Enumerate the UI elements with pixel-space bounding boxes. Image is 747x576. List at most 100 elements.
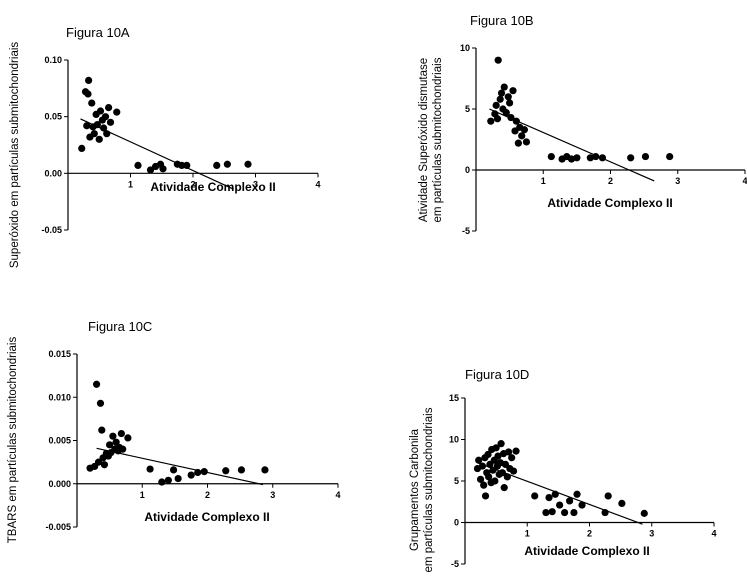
figure-10a-data-point — [213, 161, 221, 169]
figure-10a-data-point — [100, 124, 108, 132]
figure-10b-data-point — [492, 101, 500, 109]
figure-10a-data-point — [159, 165, 167, 173]
figure-10b-title: Figura 10B — [470, 13, 534, 28]
figure-10d-data-point — [604, 492, 612, 500]
figure-10d-y-tick-label: -5 — [451, 559, 459, 569]
figure-10d-data-point — [531, 492, 539, 500]
figure-10c-data-point — [98, 426, 106, 434]
figure-10c-data-point — [100, 461, 109, 469]
figure-10a-data-point — [223, 160, 231, 168]
figure-10d-data-point — [548, 508, 556, 516]
figure-10a-panel: Figura 10A 0.10 0.05 0.00 -0.05 1 2 3 4 Atividade… — [9, 25, 321, 268]
figure-10c-x-tick-label: 1 — [140, 490, 145, 500]
figure-10d-title: Figura 10D — [465, 367, 529, 382]
figure-10b-data-point — [598, 154, 607, 162]
figure-10d-x-axis-title: Atividade Complexo II — [524, 544, 649, 558]
figure-10a-y-tick-label: 0.10 — [44, 55, 62, 65]
figure-10c-data-point — [119, 445, 127, 453]
figure-10b-data-point — [518, 132, 526, 140]
figure-10d-data-point — [573, 490, 581, 498]
figure-10d-data-point — [512, 447, 520, 455]
figure-10c-y-tick-label: 0.010 — [48, 392, 71, 402]
figure-10d-data-point — [556, 501, 564, 509]
figure-10b-y-tick-label: -5 — [462, 226, 470, 236]
figure-10a-y-tick-label: 0.05 — [44, 112, 62, 122]
figure-10a-data-point — [105, 104, 113, 112]
figure-10d-data-point — [640, 509, 648, 517]
figure-10b-data-point — [547, 152, 555, 161]
figure-10d-data-point — [565, 497, 574, 505]
figure-10c-data-point — [112, 438, 120, 446]
figure-10d-x-tick-label: 2 — [587, 529, 592, 539]
figure-10c-data-point — [187, 471, 195, 479]
figure-10c-data-point — [146, 465, 154, 473]
figure-10c-x-tick-label: 4 — [335, 490, 340, 500]
figure-10b-y-tick-label: 0 — [465, 165, 470, 175]
figure-10c-y-tick-label: 0.005 — [48, 436, 71, 446]
figure-10b-data-point — [522, 138, 531, 146]
figure-10c-data-point — [222, 467, 230, 475]
figure-10a-x-tick-label: 4 — [315, 179, 320, 189]
figure-10d-data-point — [481, 492, 490, 500]
figure-10c-data-point — [94, 458, 103, 466]
figure-10d-panel: Figura 10D 15 10 5 0 -5 1 2 3 4 Atividade Complexo… — [409, 367, 717, 572]
figure-10c-data-point — [194, 468, 202, 477]
figure-10a-data-point — [85, 76, 93, 84]
figure-10c-data-point — [200, 468, 208, 476]
figure-10a-data-point — [78, 144, 86, 152]
figure-10c-data-point — [237, 466, 246, 474]
figure-10d-y-tick-label: 10 — [449, 435, 459, 445]
figure-10d-data-point — [509, 467, 518, 475]
figure-10a-data-point — [95, 135, 103, 143]
figure-10b-data-point — [641, 152, 650, 161]
figure-10a-y-tick-label: 0.00 — [44, 168, 62, 178]
figure-10d-y-axis-title: em partículas submitochondriais — [423, 407, 435, 572]
figure-10d-data-point — [475, 456, 483, 464]
figure-10b-data-point — [500, 83, 508, 91]
figure-10a-data-point — [93, 121, 101, 129]
figure-10c-data-point — [92, 380, 101, 388]
figure-10b-data-point — [512, 117, 520, 125]
figure-10a-x-tick-label: 3 — [253, 179, 258, 189]
figure-10c-data-point — [117, 429, 125, 438]
figure-10d-data-point — [478, 462, 487, 470]
figure-10d-data-point — [504, 448, 513, 456]
figure-10d-x-tick-label: 4 — [711, 529, 716, 539]
figure-10a-data-point — [183, 161, 191, 169]
figure-10d-data-point — [618, 499, 626, 508]
figure-10d-data-point — [542, 508, 550, 517]
figure-10a-data-point — [83, 122, 91, 130]
figure-10b-y-axis-title: Atividade Superóxido dismutase — [418, 58, 430, 222]
figure-10a-data-point — [101, 113, 110, 121]
figure-10c-x-tick-label: 2 — [205, 490, 210, 500]
figure-10a-data-point — [134, 161, 142, 169]
figure-10d-y-tick-label: 0 — [454, 518, 459, 528]
figure-10b-data-point — [493, 115, 502, 123]
figure-10d-data-point — [578, 501, 586, 509]
figure-10d-data-point — [492, 444, 500, 452]
figure-10c-x-tick-label: 3 — [270, 490, 275, 500]
figure-10b-y-tick-label: 5 — [465, 104, 470, 114]
figure-10b-x-tick-label: 1 — [541, 176, 546, 186]
figure-10a-data-point — [90, 130, 98, 138]
figure-10a-x-tick-label: 2 — [190, 179, 195, 189]
figure-10c-data-point — [124, 434, 132, 442]
figure-10d-data-point — [497, 440, 505, 448]
figure-10a-data-point — [178, 161, 186, 169]
figure-10b-data-point — [509, 87, 517, 95]
figure-10b-x-tick-label: 3 — [675, 176, 680, 186]
figure-10d-data-point — [561, 508, 569, 517]
figure-10c-data-point — [96, 399, 105, 407]
figure-10d-data-point — [601, 508, 609, 517]
figure-10b-y-axis-title: em partículas submitochondriais — [432, 57, 444, 222]
figure-10d-data-point — [551, 490, 559, 498]
figure-10d-data-point — [503, 473, 511, 481]
figure-10c-x-axis-title: Atividade Complexo II — [144, 510, 269, 524]
figure-10d-data-point — [500, 484, 508, 492]
figure-10d-data-point — [494, 452, 502, 460]
figure-10a-y-tick-label: -0.05 — [41, 225, 62, 235]
figure-10b-data-point — [487, 117, 495, 125]
figure-10c-data-point — [261, 466, 269, 474]
figure-10a-data-point — [84, 90, 92, 98]
